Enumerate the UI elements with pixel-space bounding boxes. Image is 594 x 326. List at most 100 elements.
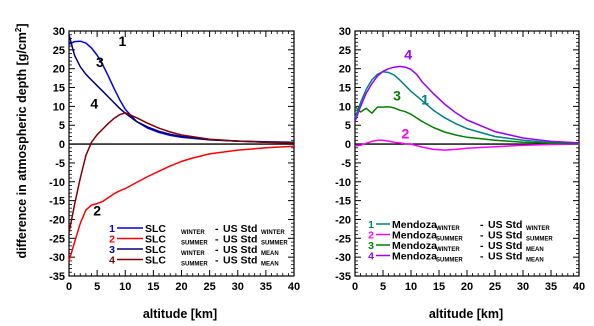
legend-reference: US Std (488, 230, 522, 242)
y-tick-label: 10 (53, 101, 65, 113)
y-tick-label: -5 (341, 158, 351, 170)
y-tick-label: -20 (49, 214, 65, 226)
legend-reference-season: MEAN (261, 262, 279, 268)
y-axis-label-end: ] (15, 23, 29, 27)
legend-number: 2 (109, 234, 115, 246)
legend-reference: US Std (223, 223, 257, 235)
y-tick-label: -25 (335, 233, 351, 245)
y-tick-label: -15 (335, 196, 351, 208)
legend-reference: US Std (488, 240, 522, 252)
legend-number: 3 (368, 240, 374, 252)
legend-site-season: WINTER (181, 230, 205, 236)
legend-reference-season: MEAN (526, 258, 544, 264)
x-tick-label: 30 (517, 281, 529, 293)
legend-site: SLC (145, 234, 166, 246)
y-tick-label: 15 (339, 83, 351, 95)
legend-reference-season: MEAN (526, 247, 544, 253)
legend-number: 4 (109, 255, 115, 267)
legend-number: 1 (109, 223, 115, 235)
y-tick-label: -10 (49, 177, 65, 189)
legend-dash: - (480, 240, 484, 252)
y-tick-label: -15 (49, 196, 65, 208)
y-tick-label: 5 (345, 120, 351, 132)
x-tick-label: 10 (405, 281, 417, 293)
series-number-label-2: 2 (402, 125, 410, 141)
y-axis-label-text: difference in atmospheric depth [g/cm (15, 32, 29, 258)
x-tick-label: 35 (260, 281, 272, 293)
y-tick-label: 0 (345, 139, 351, 151)
x-tick-label: 40 (573, 281, 585, 293)
series-line-2 (354, 139, 580, 151)
legend-reference: US Std (223, 234, 257, 246)
legend-number: 4 (368, 251, 374, 263)
y-axis-label-superscript: 2 (14, 27, 23, 32)
x-tick-label: 30 (232, 281, 244, 293)
x-tick-label: 25 (204, 281, 216, 293)
y-tick-label: 15 (53, 83, 65, 95)
legend-reference: US Std (488, 219, 522, 231)
y-tick-label: -25 (49, 233, 65, 245)
x-tick-label: 20 (175, 281, 187, 293)
legend-site-season: SUMMER (181, 262, 208, 268)
x-tick-label: 40 (288, 281, 300, 293)
legend-dash: - (480, 219, 484, 231)
legend-site-season: WINTER (436, 247, 460, 253)
legend-site-season: WINTER (436, 226, 460, 232)
legend-reference-season: MEAN (261, 251, 279, 257)
x-tick-label: 20 (461, 281, 473, 293)
x-tick-label: 0 (66, 281, 72, 293)
series-number-label-1: 1 (421, 92, 429, 108)
left-x-axis-label: altitude [km] (143, 307, 217, 321)
x-tick-label: 5 (380, 281, 386, 293)
series-line-3 (354, 105, 580, 145)
y-tick-label: -20 (335, 214, 351, 226)
legend-dash: - (480, 230, 484, 242)
legend-site-season: SUMMER (436, 237, 463, 243)
legend-site: SLC (145, 255, 166, 267)
legend-number: 2 (368, 230, 374, 242)
legend-dash: - (215, 234, 219, 246)
x-tick-label: 15 (433, 281, 445, 293)
legend-site-season: WINTER (181, 251, 205, 257)
series-number-label-1: 1 (119, 33, 127, 49)
legend-reference-season: SUMMER (526, 237, 553, 243)
y-tick-label: -30 (335, 252, 351, 264)
legend-reference: US Std (223, 255, 257, 267)
legend-site: Mendoza (392, 230, 437, 242)
y-tick-label: 25 (339, 45, 351, 57)
legend-reference: US Std (488, 251, 522, 263)
legend-site-season: SUMMER (181, 241, 208, 247)
series-number-label-4: 4 (404, 46, 412, 62)
x-tick-label: 5 (94, 281, 100, 293)
y-tick-label: -5 (55, 158, 65, 170)
y-tick-label: -30 (49, 252, 65, 264)
y-tick-label: 20 (53, 64, 65, 76)
series-line-1 (354, 70, 580, 145)
x-tick-label: 25 (489, 281, 501, 293)
x-tick-label: 15 (147, 281, 159, 293)
y-tick-label: 30 (53, 26, 65, 38)
series-number-label-3: 3 (96, 54, 104, 70)
y-tick-label: 30 (339, 26, 351, 38)
series-number-label-4: 4 (90, 95, 98, 111)
series-line-3 (68, 34, 295, 144)
series-line-2 (68, 145, 295, 262)
x-tick-label: 35 (545, 281, 557, 293)
y-tick-label: 5 (59, 120, 65, 132)
legend-dash: - (215, 255, 219, 267)
legend-dash: - (215, 223, 219, 235)
legend-reference: US Std (223, 244, 257, 256)
x-tick-label: 10 (119, 281, 131, 293)
legend-site: SLC (145, 223, 166, 235)
legend-number: 3 (109, 244, 115, 256)
y-axis-label: difference in atmospheric depth [g/cm2] (14, 23, 29, 258)
legend-site-season: SUMMER (436, 258, 463, 264)
x-tick-label: 0 (352, 281, 358, 293)
series-number-label-3: 3 (393, 88, 401, 104)
y-tick-label: 0 (59, 139, 65, 151)
y-tick-label: 20 (339, 64, 351, 76)
y-tick-label: 10 (339, 101, 351, 113)
